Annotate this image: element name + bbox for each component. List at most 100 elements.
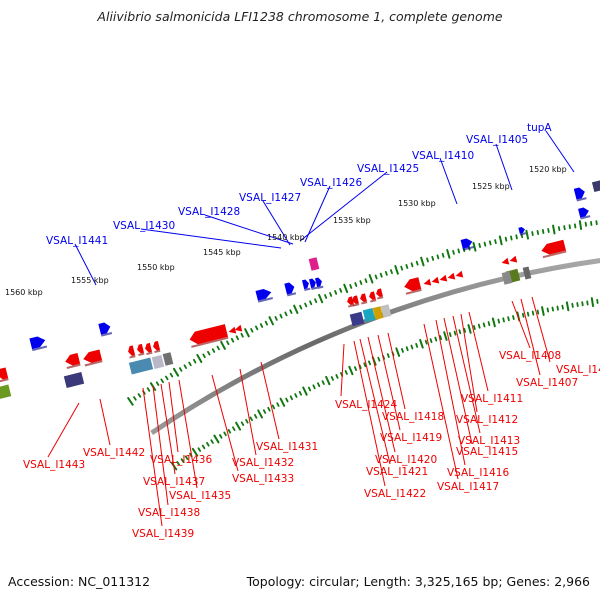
reverse-gene-label: VSAL_I1435	[169, 490, 231, 502]
inner-ring-major-tick	[419, 339, 424, 349]
feature-block-body	[362, 307, 376, 323]
forward-gene-arrow-body	[309, 278, 316, 289]
outer-ring-minor-tick	[165, 375, 169, 381]
outer-ring-major-tick	[268, 316, 274, 326]
outer-ring-minor-tick	[334, 290, 338, 295]
inner-ring-major-tick	[325, 375, 331, 386]
reverse-leader-line	[460, 313, 478, 413]
reverse-gene-marker	[423, 278, 432, 286]
feature-block-body	[128, 357, 154, 375]
inner-ring-minor-tick	[512, 315, 515, 321]
outer-ring-minor-tick	[563, 225, 566, 231]
reverse-gene-marker-body	[431, 276, 440, 284]
inner-ring-minor-tick	[219, 434, 223, 439]
inner-ring-major-tick	[541, 306, 545, 316]
reverse-gene-arrow	[145, 342, 153, 356]
reverse-leader-line	[47, 402, 80, 458]
inner-ring-minor-tick	[429, 338, 433, 344]
outer-ring-minor-tick	[431, 255, 435, 261]
inner-ring-minor-tick	[415, 343, 419, 348]
outer-ring-minor-tick	[441, 252, 445, 258]
inner-ring-minor-tick	[477, 323, 481, 329]
outer-ring-major-tick	[127, 397, 134, 406]
forward-leader-line	[545, 130, 575, 173]
feature-block	[522, 266, 532, 280]
forward-gene-arrow-shadow	[100, 332, 113, 337]
inner-ring-major-tick	[213, 434, 220, 444]
outer-ring-minor-tick	[216, 345, 220, 351]
forward-gene-arrow-body	[578, 207, 589, 218]
reverse-gene-arrow	[347, 296, 355, 308]
backbone-arc	[150, 258, 600, 436]
forward-gene-label: VSAL_I1428	[178, 206, 240, 218]
inner-ring-minor-tick	[434, 336, 438, 342]
feature-block-body	[522, 266, 532, 280]
feature-block	[151, 354, 165, 370]
reverse-gene-arrow-shadow	[348, 304, 355, 308]
forward-gene-arrow-shadow	[462, 246, 474, 251]
outer-ring-minor-tick	[364, 278, 368, 284]
outer-ring-minor-tick	[536, 230, 540, 235]
inner-ring-major-tick	[279, 397, 286, 407]
forward-leader-line	[262, 200, 291, 246]
outer-ring-minor-tick	[384, 270, 388, 276]
scale-label: 1525 kbp	[472, 182, 510, 191]
outer-ring-minor-tick	[169, 372, 174, 378]
outer-ring-major-tick	[343, 283, 349, 294]
outer-ring-minor-tick	[374, 274, 378, 280]
feature-block-body	[162, 352, 174, 366]
outer-ring-minor-tick	[226, 340, 230, 346]
inner-ring-major-tick	[443, 331, 448, 341]
reverse-gene-arrow-body	[376, 288, 383, 297]
outer-ring-minor-tick	[410, 262, 414, 268]
outer-ring-minor-tick	[494, 239, 497, 245]
reverse-leader-line	[160, 383, 176, 475]
inner-ring-minor-tick	[448, 332, 452, 338]
inner-ring-minor-tick	[353, 366, 358, 371]
reverse-gene-marker	[439, 274, 448, 282]
outer-ring-major-tick	[552, 224, 556, 235]
inner-ring-minor-tick	[497, 318, 501, 324]
outer-ring-major-tick	[394, 265, 399, 275]
outer-ring-major-tick	[172, 367, 180, 377]
reverse-gene-arrow-shadow	[129, 355, 136, 359]
outer-ring-minor-tick	[240, 332, 244, 338]
outer-ring-minor-tick	[457, 248, 461, 254]
forward-gene-arrow	[255, 288, 273, 303]
feature-block	[380, 304, 392, 318]
forward-gene-arrow	[302, 279, 311, 292]
outer-ring-minor-tick	[359, 280, 363, 285]
feature-block	[0, 384, 12, 400]
inner-ring-minor-tick	[344, 370, 348, 375]
reverse-gene-label: VSAL_I1407	[516, 377, 578, 389]
reverse-gene-marker-body	[439, 274, 448, 282]
outer-ring-minor-tick	[259, 323, 264, 328]
outer-ring-minor-tick	[568, 224, 571, 230]
inner-ring-minor-tick	[526, 311, 530, 317]
accession-text: Accession: NC_011312	[8, 574, 151, 589]
inner-ring-major-tick	[467, 324, 472, 334]
outer-ring-major-tick	[472, 241, 477, 252]
reverse-gene-arrow	[376, 288, 384, 300]
reverse-gene-label: VSAL_I1422	[364, 488, 426, 500]
inner-ring-major-tick	[491, 317, 496, 328]
reverse-gene-arrow-body	[128, 345, 136, 356]
reverse-gene-arrow-body	[360, 293, 367, 302]
outer-ring-minor-tick	[264, 320, 268, 326]
reverse-leader-line	[511, 300, 531, 349]
reverse-leader-line	[99, 398, 111, 446]
reverse-gene-marker	[447, 272, 456, 280]
inner-ring-minor-tick	[227, 428, 232, 434]
reverse-gene-label: VSAL_I1437	[143, 476, 205, 488]
reverse-gene-marker	[509, 255, 518, 263]
feature-block-body	[591, 179, 600, 193]
inner-ring-minor-tick	[551, 306, 554, 312]
inner-ring-minor-tick	[271, 404, 276, 410]
scale-label: 1535 kbp	[333, 216, 371, 225]
forward-gene-arrow-shadow	[317, 285, 324, 290]
inner-ring-minor-tick	[576, 302, 579, 308]
reverse-gene-arrow	[83, 349, 103, 367]
outer-ring-minor-tick	[329, 292, 333, 297]
scale-label: 1540 kbp	[267, 233, 305, 242]
